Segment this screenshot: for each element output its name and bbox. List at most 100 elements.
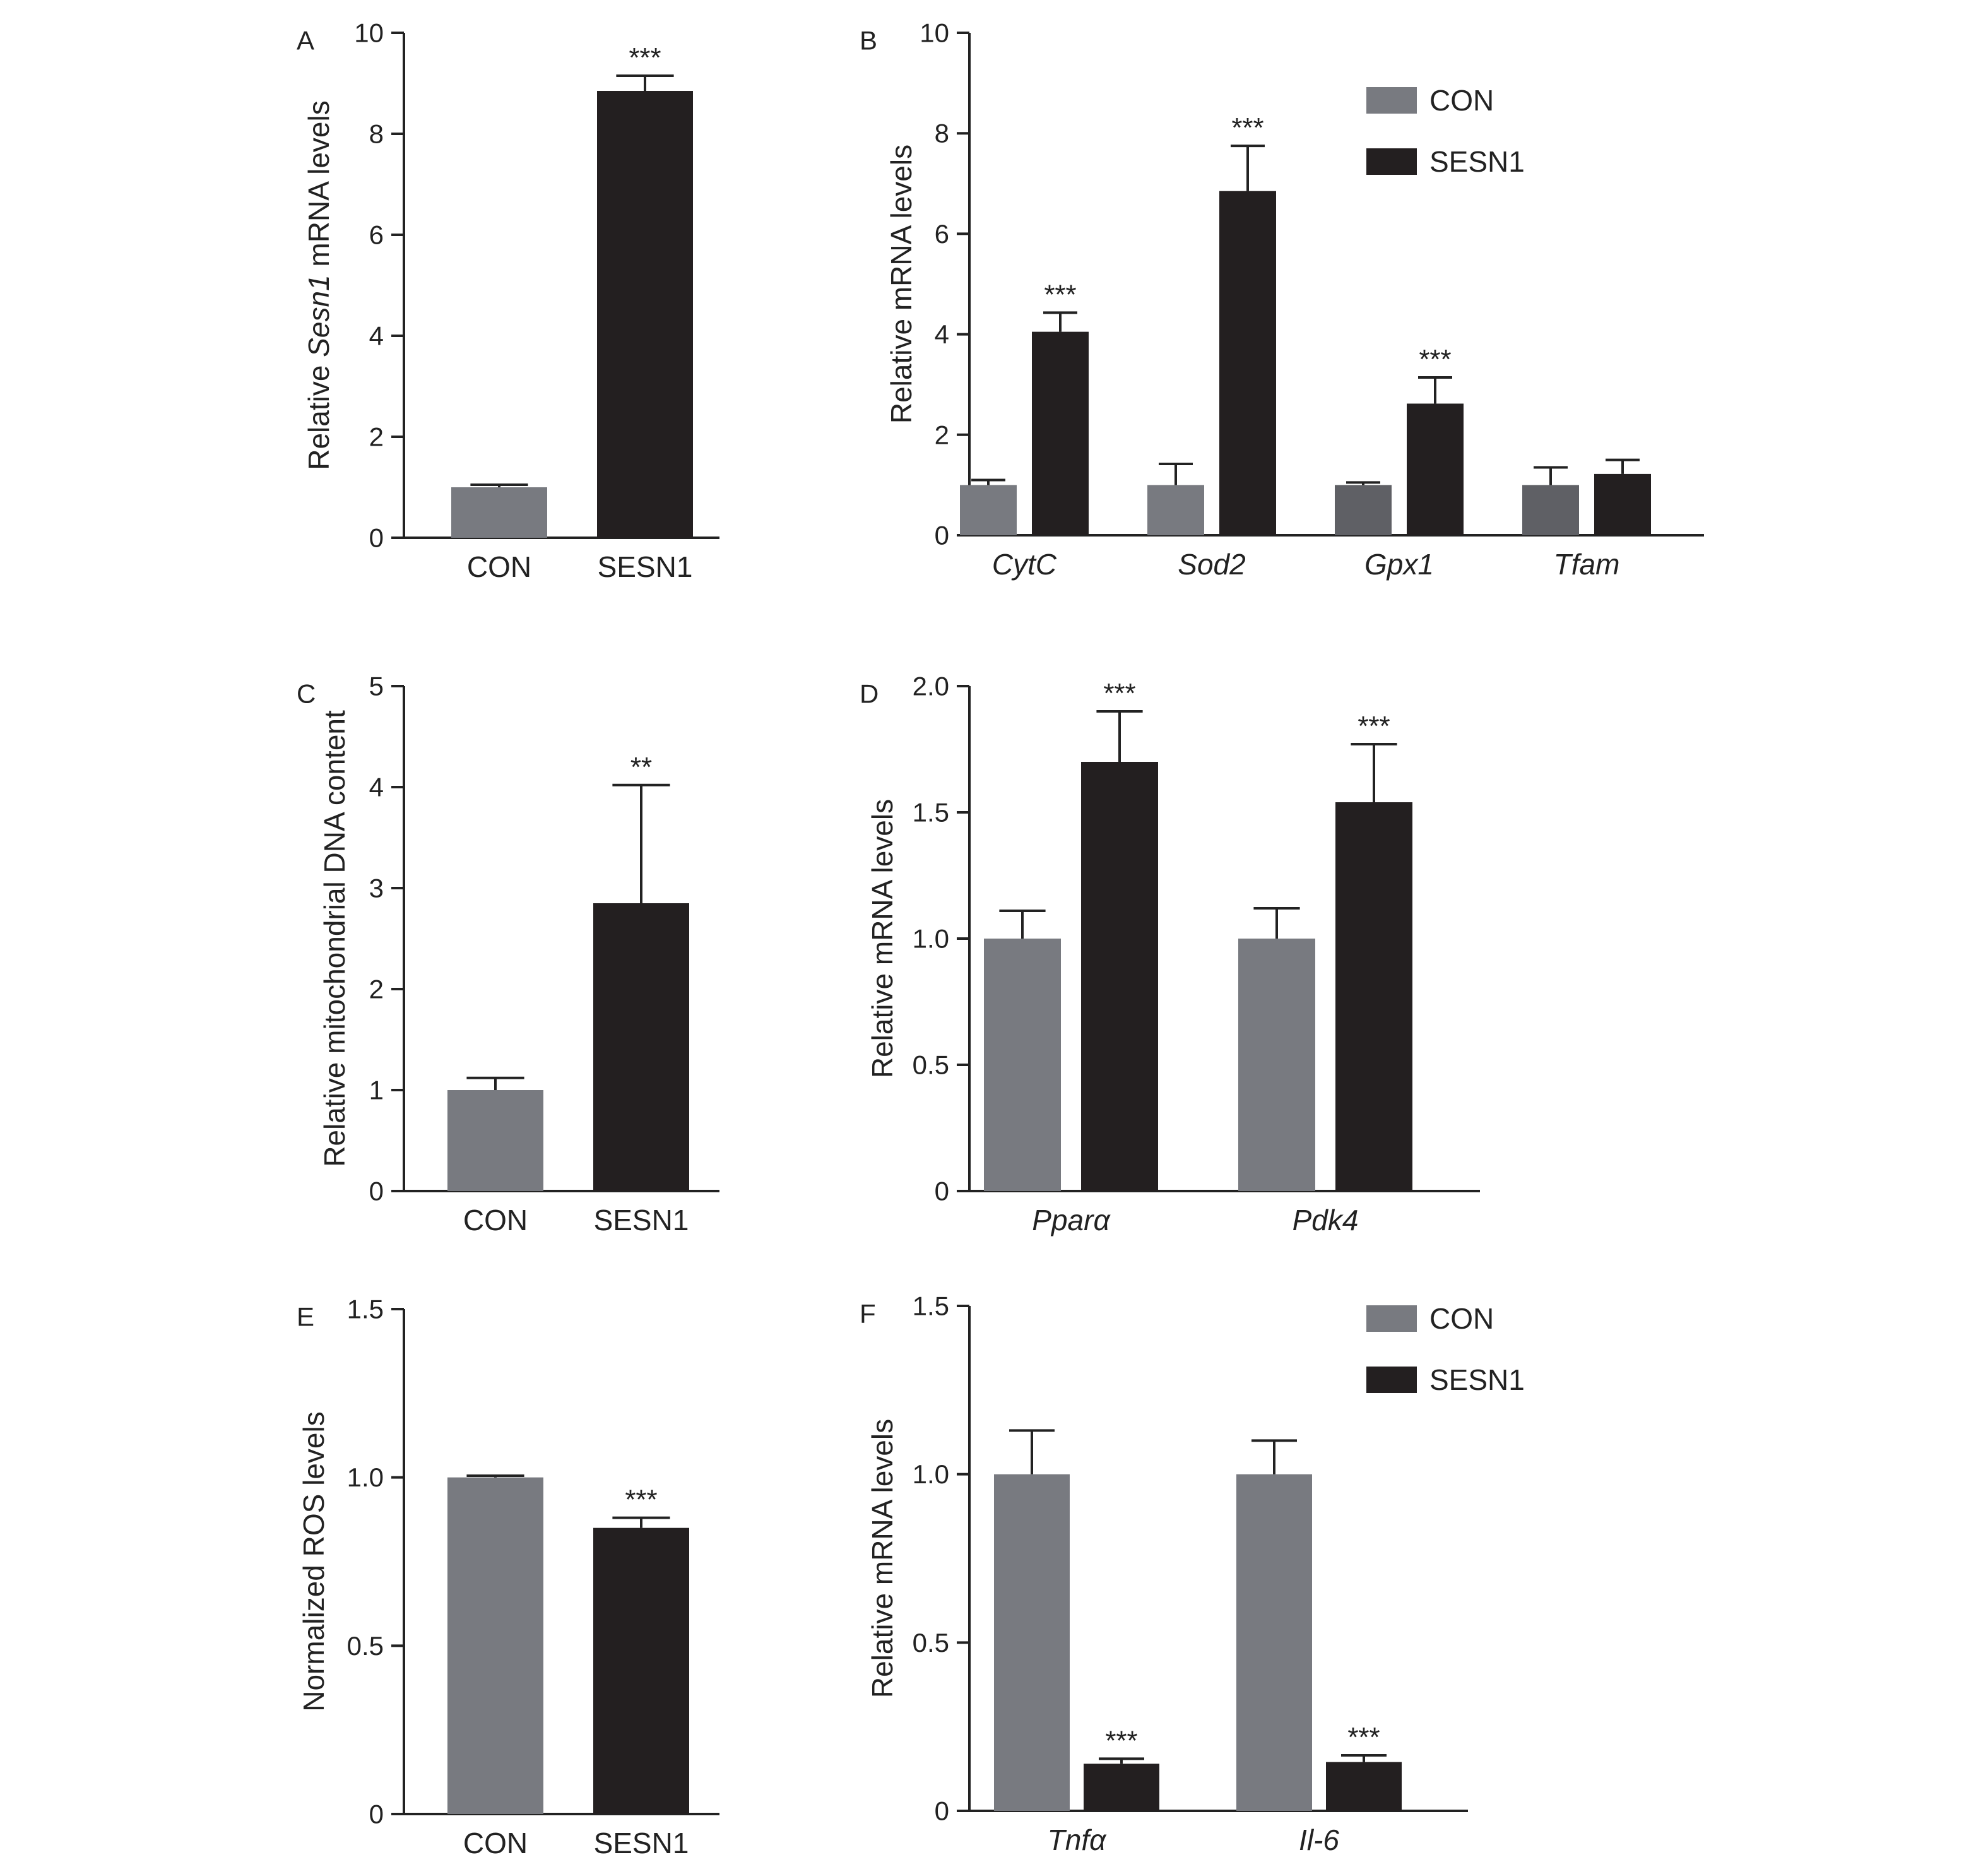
panel-d: D 0 0.5 1.0 1.5 2.0 Relative mRNA levels *** Ppa…: [860, 672, 1480, 1236]
legend-swatch: [1366, 148, 1417, 175]
significance-label: ***: [1347, 1722, 1380, 1753]
y-tick-label: 8: [935, 119, 949, 148]
y-axis-title-part: Normalized ROS levels: [297, 1411, 330, 1711]
bar: [1407, 403, 1464, 535]
y-tick-label: 5: [369, 672, 384, 701]
significance-label: ***: [1419, 344, 1451, 375]
bar: [447, 1090, 543, 1191]
panel-b: B 0 2 4 6 8 10 Relative mRNA levels *** CytC *** So…: [860, 18, 1704, 581]
bar: [593, 1527, 689, 1814]
y-tick-label: 2: [369, 975, 384, 1004]
y-axis-title-part: Relative mitochondrial DNA content: [318, 710, 351, 1167]
y-tick-label: 0: [935, 1177, 949, 1206]
panel-f: F 0 0.5 1.0 1.5 Relative mRNA levels *** Tnfα **…: [860, 1291, 1525, 1857]
panel-letter: A: [297, 25, 314, 55]
y-tick-label: 10: [920, 18, 949, 48]
bar: [1219, 191, 1276, 535]
y-tick-label: 0.5: [913, 1050, 949, 1080]
x-category-label: Pdk4: [1293, 1204, 1359, 1236]
x-category-label: CytC: [992, 548, 1057, 581]
bar: [1326, 1762, 1402, 1811]
y-tick-label: 0: [935, 521, 949, 550]
legend-label: SESN1: [1429, 145, 1525, 178]
panel-letter: B: [860, 25, 877, 55]
y-axis-title: Relative mRNA levels: [866, 799, 899, 1078]
bar: [1335, 802, 1412, 1191]
y-tick-label: 4: [369, 321, 384, 351]
panel-c: C 0 1 2 3 4 5 Relative mitochondrial DNA conten…: [297, 672, 719, 1236]
y-tick-label: 0.5: [347, 1631, 384, 1661]
bar: [1238, 939, 1315, 1191]
y-tick-label: 1.0: [913, 924, 949, 954]
legend: CON SESN1: [1366, 84, 1525, 178]
x-category-label: CON: [463, 1204, 528, 1236]
legend-label: CON: [1429, 1302, 1494, 1335]
y-tick-label: 10: [354, 18, 384, 48]
y-tick-label: 1.5: [347, 1295, 384, 1324]
x-category-label: Tnfα: [1048, 1824, 1107, 1856]
bar: [1147, 485, 1204, 535]
y-tick-label: 0: [935, 1796, 949, 1826]
bar: [984, 939, 1061, 1191]
y-tick-label: 2: [369, 422, 384, 452]
y-tick-label: 4: [369, 773, 384, 802]
bar: [1084, 1764, 1159, 1811]
bar: [994, 1474, 1070, 1811]
significance-label: ***: [1103, 678, 1135, 709]
x-category-label: Tfam: [1554, 548, 1620, 581]
x-category-label: SESN1: [598, 550, 693, 583]
bar: [1335, 485, 1392, 535]
significance-label: **: [630, 752, 652, 783]
y-axis-title-part: mRNA levels: [302, 100, 335, 275]
bar: [451, 487, 547, 538]
bar: [593, 903, 689, 1191]
significance-label: ***: [1105, 1725, 1137, 1756]
bar: [597, 91, 693, 538]
bar: [960, 485, 1017, 535]
y-axis-title: Relative mitochondrial DNA content: [318, 710, 351, 1167]
legend-swatch: [1366, 87, 1417, 114]
y-tick-label: 0: [369, 1800, 384, 1829]
x-category-label: SESN1: [594, 1827, 689, 1859]
y-axis-title: Normalized ROS levels: [297, 1411, 330, 1711]
panel-letter: E: [297, 1302, 314, 1331]
significance-label: ***: [1231, 112, 1263, 143]
bar: [1594, 473, 1651, 535]
x-category-label: SESN1: [594, 1204, 689, 1236]
x-category-label: Il-6: [1299, 1824, 1339, 1856]
y-tick-label: 0.5: [913, 1628, 949, 1658]
y-axis-title-part: Sesn1: [302, 275, 335, 357]
y-tick-label: 3: [369, 874, 384, 903]
y-tick-label: 4: [935, 319, 949, 349]
y-axis-title-part: Relative mRNA levels: [885, 145, 918, 424]
x-category-label: Sod2: [1178, 548, 1245, 581]
y-tick-label: 2.0: [913, 672, 949, 701]
y-tick-label: 1.5: [913, 1291, 949, 1321]
y-axis-title-part: Relative: [302, 357, 335, 470]
bar: [1032, 331, 1089, 535]
x-category-label: CON: [463, 1827, 528, 1859]
y-tick-label: 1.0: [913, 1459, 949, 1489]
significance-label: ***: [625, 1485, 657, 1515]
x-category-label: Gpx1: [1364, 548, 1434, 581]
bar: [1236, 1474, 1312, 1811]
y-axis-title: Relative mRNA levels: [885, 145, 918, 424]
legend-swatch: [1366, 1305, 1417, 1332]
legend-label: SESN1: [1429, 1363, 1525, 1396]
panel-a: A 0 2 4 6 8 10 Relative Sesn1 mRNA levels CON ***…: [297, 18, 719, 583]
y-tick-label: 1.0: [347, 1462, 384, 1492]
y-tick-label: 6: [935, 219, 949, 249]
legend: CON SESN1: [1366, 1302, 1525, 1396]
y-tick-label: 8: [369, 119, 384, 149]
panel-letter: C: [297, 679, 316, 708]
y-axis-title-part: Relative mRNA levels: [866, 799, 899, 1078]
bar: [447, 1477, 543, 1814]
panel-letter: D: [860, 679, 879, 708]
y-axis-title: Relative Sesn1 mRNA levels: [302, 100, 335, 470]
bar: [1522, 485, 1579, 535]
y-axis-title: Relative mRNA levels: [866, 1419, 899, 1698]
legend-label: CON: [1429, 84, 1494, 117]
significance-label: ***: [1044, 279, 1076, 310]
y-tick-label: 1: [369, 1076, 384, 1105]
